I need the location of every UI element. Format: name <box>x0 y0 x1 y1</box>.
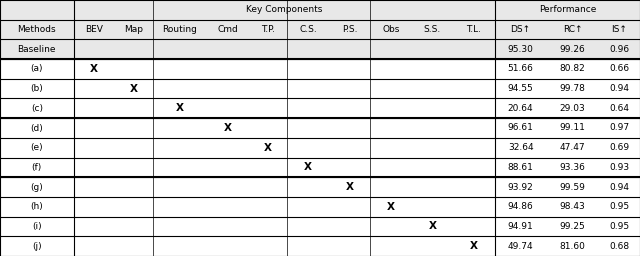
Text: Routing: Routing <box>163 25 197 34</box>
Text: C.S.: C.S. <box>299 25 317 34</box>
Text: Baseline: Baseline <box>17 45 56 54</box>
Text: 29.03: 29.03 <box>559 104 586 113</box>
Text: X: X <box>90 64 99 74</box>
Text: (h): (h) <box>30 202 43 211</box>
Text: 0.64: 0.64 <box>609 104 629 113</box>
Text: X: X <box>304 162 312 172</box>
Text: 47.47: 47.47 <box>560 143 586 152</box>
Text: 94.91: 94.91 <box>508 222 534 231</box>
Text: (d): (d) <box>30 123 43 133</box>
Bar <box>0 39 640 59</box>
Text: 0.68: 0.68 <box>609 242 629 251</box>
Text: 93.36: 93.36 <box>559 163 586 172</box>
Text: 99.11: 99.11 <box>559 123 586 133</box>
Text: 51.66: 51.66 <box>508 65 534 73</box>
Text: 0.94: 0.94 <box>609 183 629 191</box>
Text: (a): (a) <box>31 65 43 73</box>
Text: 95.30: 95.30 <box>508 45 534 54</box>
Text: (i): (i) <box>32 222 42 231</box>
Text: S.S.: S.S. <box>424 25 441 34</box>
Text: 20.64: 20.64 <box>508 104 534 113</box>
Text: (g): (g) <box>30 183 43 191</box>
Text: Map: Map <box>125 25 143 34</box>
Text: X: X <box>223 123 232 133</box>
Text: 98.43: 98.43 <box>559 202 586 211</box>
Text: 0.95: 0.95 <box>609 202 629 211</box>
Text: (j): (j) <box>32 242 42 251</box>
Text: 0.94: 0.94 <box>609 84 629 93</box>
Text: T.L.: T.L. <box>467 25 481 34</box>
Text: X: X <box>176 103 184 113</box>
Text: 0.66: 0.66 <box>609 65 629 73</box>
Text: X: X <box>264 143 271 153</box>
Text: Obs: Obs <box>382 25 399 34</box>
Text: 32.64: 32.64 <box>508 143 534 152</box>
Text: 99.78: 99.78 <box>559 84 586 93</box>
Text: 99.26: 99.26 <box>559 45 586 54</box>
Text: (f): (f) <box>31 163 42 172</box>
Text: 0.95: 0.95 <box>609 222 629 231</box>
Text: P.S.: P.S. <box>342 25 357 34</box>
Text: X: X <box>428 221 436 231</box>
Text: 0.96: 0.96 <box>609 45 629 54</box>
Text: 80.82: 80.82 <box>559 65 586 73</box>
Text: RC↑: RC↑ <box>563 25 582 34</box>
Text: 0.93: 0.93 <box>609 163 629 172</box>
Text: IS↑: IS↑ <box>611 25 627 34</box>
Text: (e): (e) <box>31 143 43 152</box>
Text: T.P.: T.P. <box>260 25 275 34</box>
Text: 0.69: 0.69 <box>609 143 629 152</box>
Text: X: X <box>470 241 478 251</box>
Text: 99.59: 99.59 <box>559 183 586 191</box>
Text: 96.61: 96.61 <box>508 123 534 133</box>
Text: Key Components: Key Components <box>246 5 323 14</box>
Text: Performance: Performance <box>539 5 596 14</box>
Text: 99.25: 99.25 <box>559 222 586 231</box>
Bar <box>0 20 640 39</box>
Text: 0.97: 0.97 <box>609 123 629 133</box>
Text: DS↑: DS↑ <box>511 25 531 34</box>
Text: 49.74: 49.74 <box>508 242 534 251</box>
Text: 94.86: 94.86 <box>508 202 534 211</box>
Text: Cmd: Cmd <box>217 25 238 34</box>
Text: 88.61: 88.61 <box>508 163 534 172</box>
Text: Methods: Methods <box>17 25 56 34</box>
Bar <box>0 0 640 20</box>
Text: BEV: BEV <box>85 25 103 34</box>
Text: X: X <box>130 84 138 94</box>
Text: 93.92: 93.92 <box>508 183 534 191</box>
Text: X: X <box>387 202 395 212</box>
Text: (c): (c) <box>31 104 43 113</box>
Text: (b): (b) <box>30 84 43 93</box>
Text: 94.55: 94.55 <box>508 84 534 93</box>
Text: 81.60: 81.60 <box>559 242 586 251</box>
Text: X: X <box>346 182 353 192</box>
